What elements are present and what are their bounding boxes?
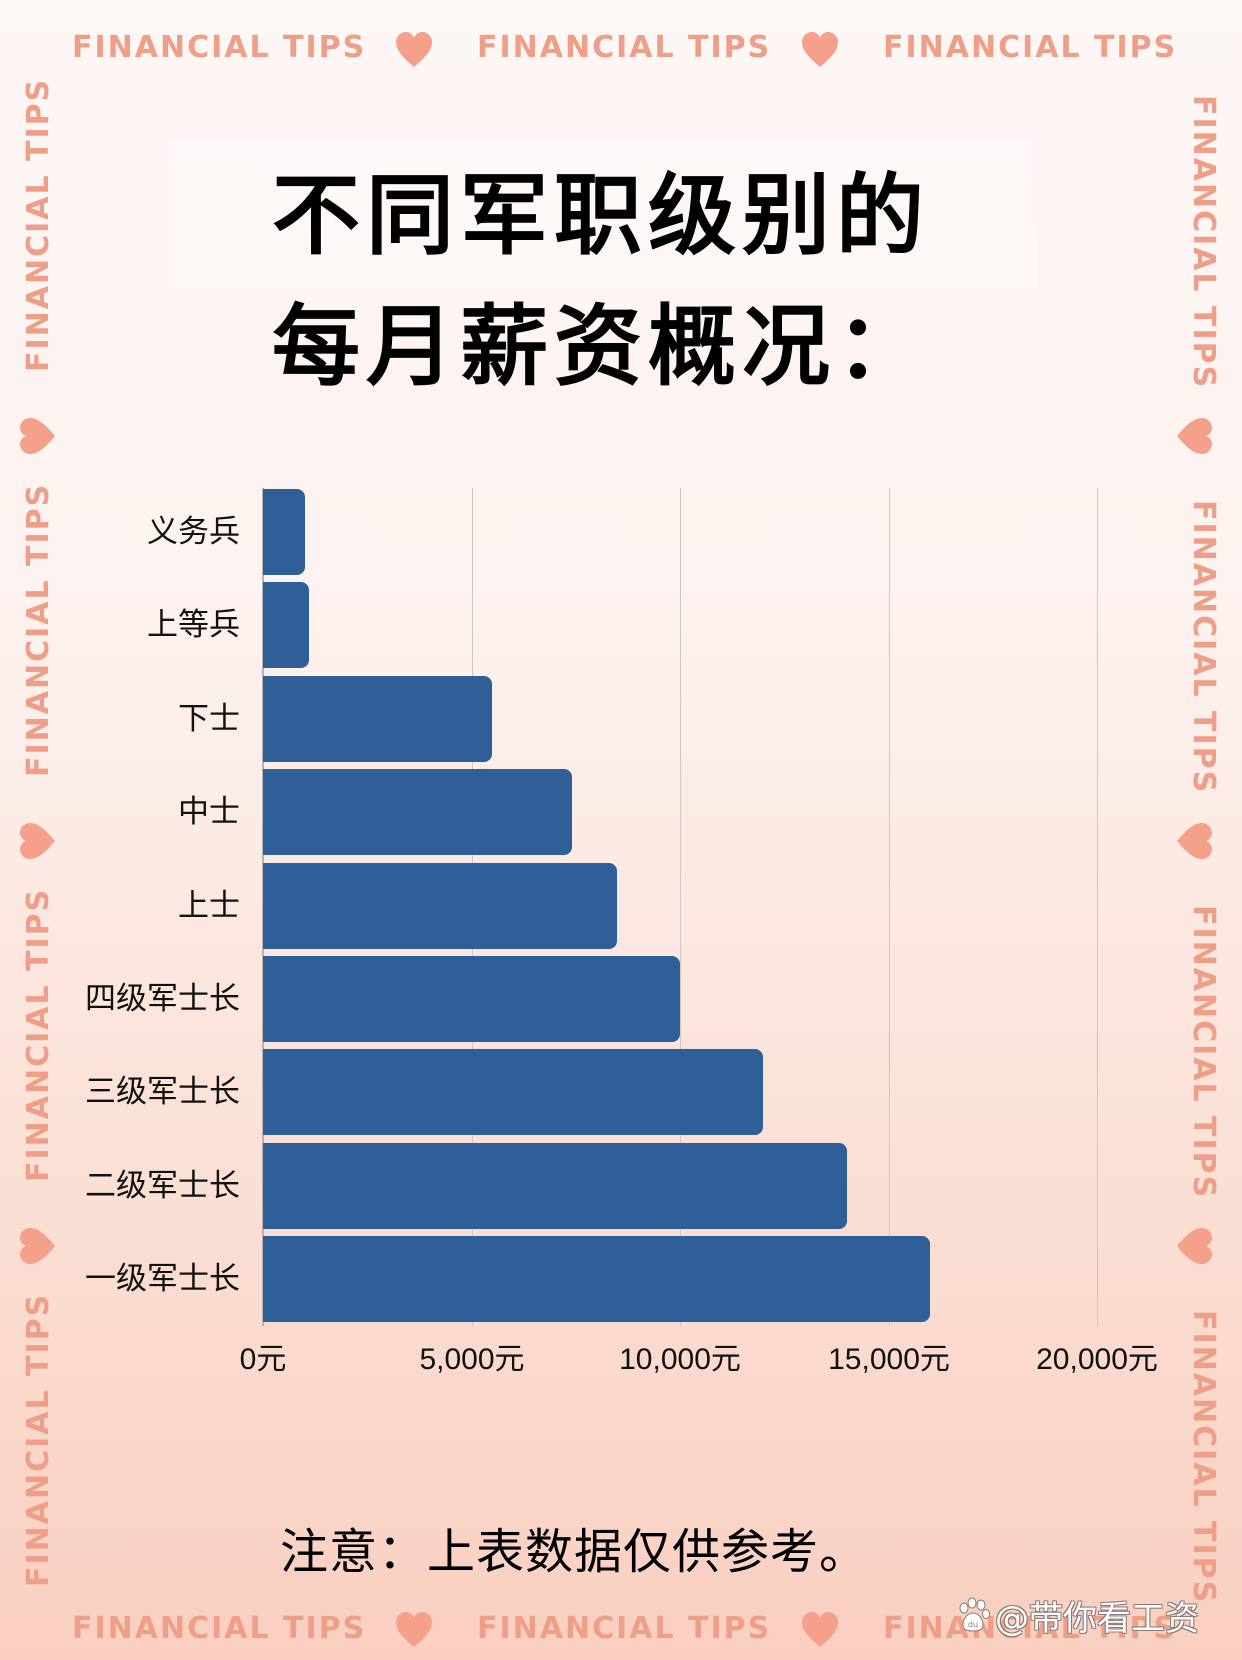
watermark-text: @带你看工资 bbox=[995, 1598, 1199, 1639]
heart-icon bbox=[800, 1610, 840, 1650]
bar bbox=[263, 489, 305, 575]
category-label: 下士 bbox=[178, 701, 240, 737]
baidu-paw-icon: du bbox=[955, 1597, 991, 1633]
gridline-20000 bbox=[1097, 488, 1098, 1326]
gridline-15000 bbox=[889, 488, 890, 1326]
x-tick-label: 20,000元 bbox=[1036, 1343, 1158, 1376]
page-title-line2: 每月薪资概况： bbox=[272, 295, 931, 398]
watermark: du @带你看工资 bbox=[955, 1594, 1199, 1639]
heart-icon bbox=[394, 1610, 434, 1650]
bar bbox=[263, 1049, 763, 1135]
bar bbox=[263, 769, 572, 855]
banner-text: FINANCIAL TIPS bbox=[72, 1611, 367, 1646]
heart-icon bbox=[18, 1226, 58, 1266]
heart-icon bbox=[1174, 821, 1214, 861]
banner-text: FINANCIAL TIPS bbox=[477, 30, 772, 65]
x-tick-label: 0元 bbox=[239, 1343, 287, 1376]
salary-bar-chart: 义务兵 上等兵 下士 中士 上士 四级军士长 三级军士长 二级军士长 一级军士长… bbox=[85, 488, 1158, 1376]
category-label: 二级军士长 bbox=[85, 1168, 240, 1204]
disclaimer-note: 注意：上表数据仅供参考。 bbox=[280, 1524, 869, 1580]
title-backdrop bbox=[168, 140, 1038, 290]
banner-text: FINANCIAL TIPS bbox=[883, 30, 1178, 65]
bar bbox=[263, 1236, 930, 1322]
heart-icon bbox=[18, 821, 58, 861]
svg-text:du: du bbox=[968, 1620, 978, 1629]
category-label: 中士 bbox=[178, 794, 240, 830]
gridline-10000 bbox=[680, 488, 681, 1326]
banner-text: FINANCIAL TIPS bbox=[477, 1611, 772, 1646]
banner-text: FINANCIAL TIPS bbox=[883, 1611, 1178, 1646]
page-title-line1: 不同军职级别的 bbox=[272, 164, 931, 267]
category-label: 义务兵 bbox=[147, 514, 240, 550]
heart-icon bbox=[800, 30, 840, 70]
category-label: 一级军士长 bbox=[85, 1261, 240, 1297]
x-tick-label: 5,000元 bbox=[419, 1343, 525, 1376]
category-label: 四级军士长 bbox=[85, 981, 240, 1017]
x-tick-label: 10,000元 bbox=[619, 1343, 741, 1376]
category-label: 上士 bbox=[178, 888, 240, 924]
heart-icon bbox=[394, 30, 434, 70]
category-label: 上等兵 bbox=[147, 607, 240, 643]
bar bbox=[263, 956, 680, 1042]
bar bbox=[263, 676, 492, 762]
banner-text: FINANCIAL TIPS bbox=[72, 30, 367, 65]
x-tick-label: 15,000元 bbox=[828, 1343, 950, 1376]
bar bbox=[263, 1143, 847, 1229]
heart-icon bbox=[18, 416, 58, 456]
category-label: 三级军士长 bbox=[85, 1074, 240, 1110]
heart-icon bbox=[1174, 1226, 1214, 1266]
bar bbox=[263, 582, 309, 668]
heart-icon bbox=[1174, 416, 1214, 456]
bar bbox=[263, 863, 617, 949]
